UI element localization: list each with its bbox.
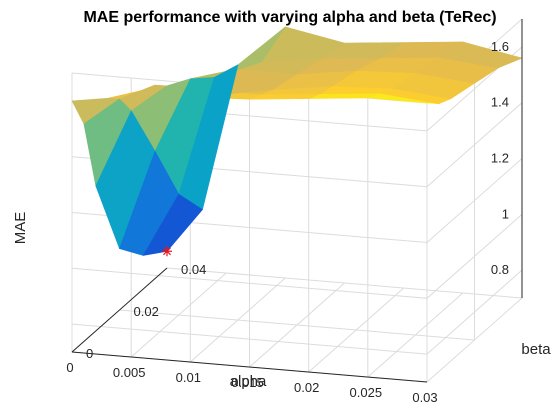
x-tick-label: 0: [66, 360, 73, 375]
y-tick-label: 0: [86, 346, 93, 361]
y-tick-label: 0.04: [181, 262, 206, 277]
x-tick-label: 0.01: [176, 370, 201, 385]
y-grid-line: [119, 61, 475, 341]
minimum-marker: [162, 246, 172, 257]
axis-layer: [71, 19, 523, 383]
x-axis-label: alpha: [230, 373, 267, 390]
tick-layer: 0.03 0.025 0.02 0.015 0.01 0.005 00 0.02 0.04 0.8…: [66, 39, 509, 405]
surface-layer: [71, 26, 523, 256]
z-tick-label: 1: [502, 206, 509, 221]
x-tick-label: 0.015: [231, 375, 264, 390]
x-tick-label: 0.03: [412, 390, 437, 405]
x-tick-label: 0.02: [294, 380, 319, 395]
y-tick-label: 0.02: [134, 304, 159, 319]
z-tick-label: 1.6: [491, 39, 509, 54]
surface-facet: [143, 194, 203, 256]
chart-title: MAE performance with varying alpha and b…: [83, 9, 496, 26]
z-tick-label: 1.2: [491, 151, 509, 166]
marker-layer: [162, 246, 172, 257]
y-axis-label: beta: [521, 341, 551, 358]
x-tick-label: 0.005: [113, 365, 146, 380]
z-tick-label: 0.8: [491, 262, 509, 277]
x-axis-line: [71, 351, 428, 383]
z-tick-label: 1.4: [491, 95, 509, 110]
y-axis-line: [71, 267, 168, 353]
x-tick-label: 0.025: [350, 385, 383, 400]
z-axis-label: MAE: [12, 212, 29, 245]
